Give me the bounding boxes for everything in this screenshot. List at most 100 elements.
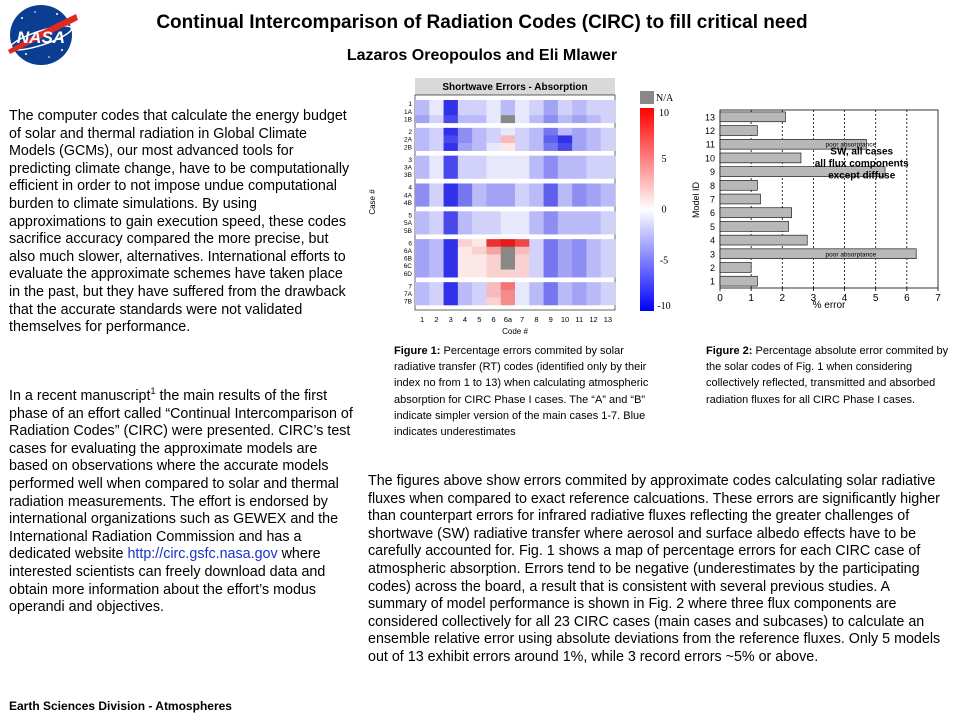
heatmap-cell <box>443 226 459 235</box>
heatmap-cell <box>529 198 544 207</box>
heatmap-cell <box>572 239 587 248</box>
heatmap-cell <box>443 163 459 172</box>
bar-y-tick: 13 <box>705 112 715 122</box>
heatmap-cell <box>572 282 587 291</box>
bar-label: poor absorptance <box>826 142 877 149</box>
heatmap-xlabel: Code # <box>502 327 528 336</box>
heatmap-cell <box>429 170 444 179</box>
heatmap-cell <box>415 254 430 263</box>
bar-y-tick: 11 <box>706 140 715 150</box>
heatmap-cell <box>515 163 530 172</box>
heatmap-cell <box>600 191 616 199</box>
heatmap-cell <box>429 183 444 192</box>
heatmap-cell <box>457 246 473 255</box>
heatmap-cell <box>572 297 587 306</box>
heatmap-cell <box>500 107 516 116</box>
bar-x-tick: 1 <box>748 293 754 304</box>
heatmap-cell <box>600 107 616 116</box>
heatmap-cell <box>415 269 430 278</box>
heatmap-cell <box>515 239 530 248</box>
heatmap-cell <box>443 218 459 227</box>
heatmap-cell <box>457 183 473 192</box>
heatmap-cell <box>515 127 530 136</box>
heatmap-cell <box>557 143 573 151</box>
heatmap-cell <box>472 254 487 263</box>
heatmap-cell <box>529 261 544 270</box>
heatmap-cell <box>557 107 573 116</box>
heatmap-y-tick: 4 <box>408 185 412 192</box>
heatmap-y-tick: 5 <box>408 213 412 220</box>
circ-website-link[interactable]: http://circ.gsfc.nasa.gov <box>127 546 278 563</box>
heatmap-cell <box>600 170 616 179</box>
heatmap-cell <box>586 191 602 199</box>
heatmap-cell <box>486 198 502 207</box>
heatmap-cell <box>529 269 544 278</box>
heatmap-cell <box>543 143 559 151</box>
bar-y-tick: 3 <box>710 249 715 259</box>
heatmap-cell <box>500 289 516 298</box>
heatmap-cell <box>600 254 616 263</box>
heatmap-cell <box>500 269 516 278</box>
heatmap-cell <box>515 135 530 144</box>
heatmap-y-tick: 2B <box>404 144 412 151</box>
heatmap-cell <box>557 170 573 179</box>
bar-model-6 <box>719 207 792 218</box>
heatmap-x-tick: 9 <box>549 315 553 324</box>
heatmap-cell <box>486 127 502 136</box>
heatmap-cell <box>429 107 444 116</box>
heatmap-cell <box>486 289 502 298</box>
heatmap-cell <box>457 211 473 220</box>
figure1-caption: Figure 1: Percentage errors commited by … <box>394 343 659 440</box>
heatmap-cell <box>572 246 587 255</box>
heatmap-cell <box>529 100 544 108</box>
bar-y-tick: 10 <box>705 153 715 163</box>
heatmap-cell <box>472 107 487 116</box>
heatmap-y-tick: 5A <box>404 220 413 227</box>
heatmap-cell <box>572 226 587 235</box>
heatmap-cell <box>500 100 516 108</box>
heatmap-y-tick: 6C <box>404 263 413 270</box>
heatmap-cell <box>543 211 559 220</box>
heatmap-cell <box>586 107 602 116</box>
heatmap-cell <box>600 246 616 255</box>
heatmap-cell <box>486 211 502 220</box>
heatmap-cell <box>543 100 559 108</box>
heatmap-cell <box>586 163 602 172</box>
heatmap-cell <box>415 261 430 270</box>
heatmap-cell <box>415 183 430 192</box>
heatmap-cell <box>500 254 516 263</box>
heatmap-cell <box>600 127 616 136</box>
heatmap-cell <box>529 297 544 306</box>
heatmap-cell <box>557 239 573 248</box>
heatmap-cell <box>486 269 502 278</box>
heatmap-cell <box>472 211 487 220</box>
heatmap-cell <box>586 170 602 179</box>
heatmap-cell <box>500 127 516 136</box>
heatmap-cell <box>586 135 602 144</box>
heatmap-cell <box>486 254 502 263</box>
heatmap-cell <box>472 282 487 291</box>
heatmap-cell <box>572 155 587 164</box>
heatmap-cell <box>500 191 516 199</box>
heatmap-y-tick: 2A <box>404 137 413 144</box>
heatmap-y-tick: 1 <box>408 101 412 108</box>
heatmap-cell <box>600 100 616 108</box>
authors: Lazaros Oreopoulos and Eli Mlawer <box>346 47 618 64</box>
heatmap-y-tick: 7A <box>404 291 413 298</box>
heatmap-cell <box>515 218 530 227</box>
bar-x-tick: 4 <box>842 293 848 304</box>
heatmap-cell <box>600 239 616 248</box>
bar-model-8 <box>719 180 758 191</box>
heatmap-cell <box>443 100 459 108</box>
heatmap-cell <box>600 143 616 151</box>
heatmap-cell <box>572 191 587 199</box>
heatmap-x-tick: 12 <box>589 315 597 324</box>
heatmap-cell <box>586 226 602 235</box>
heatmap-cell <box>443 135 459 144</box>
heatmap-cell <box>457 100 473 108</box>
heatmap-cell <box>500 163 516 172</box>
heatmap-cell <box>429 198 444 207</box>
heatmap-cell <box>557 115 573 124</box>
heatmap-cell <box>443 246 459 255</box>
